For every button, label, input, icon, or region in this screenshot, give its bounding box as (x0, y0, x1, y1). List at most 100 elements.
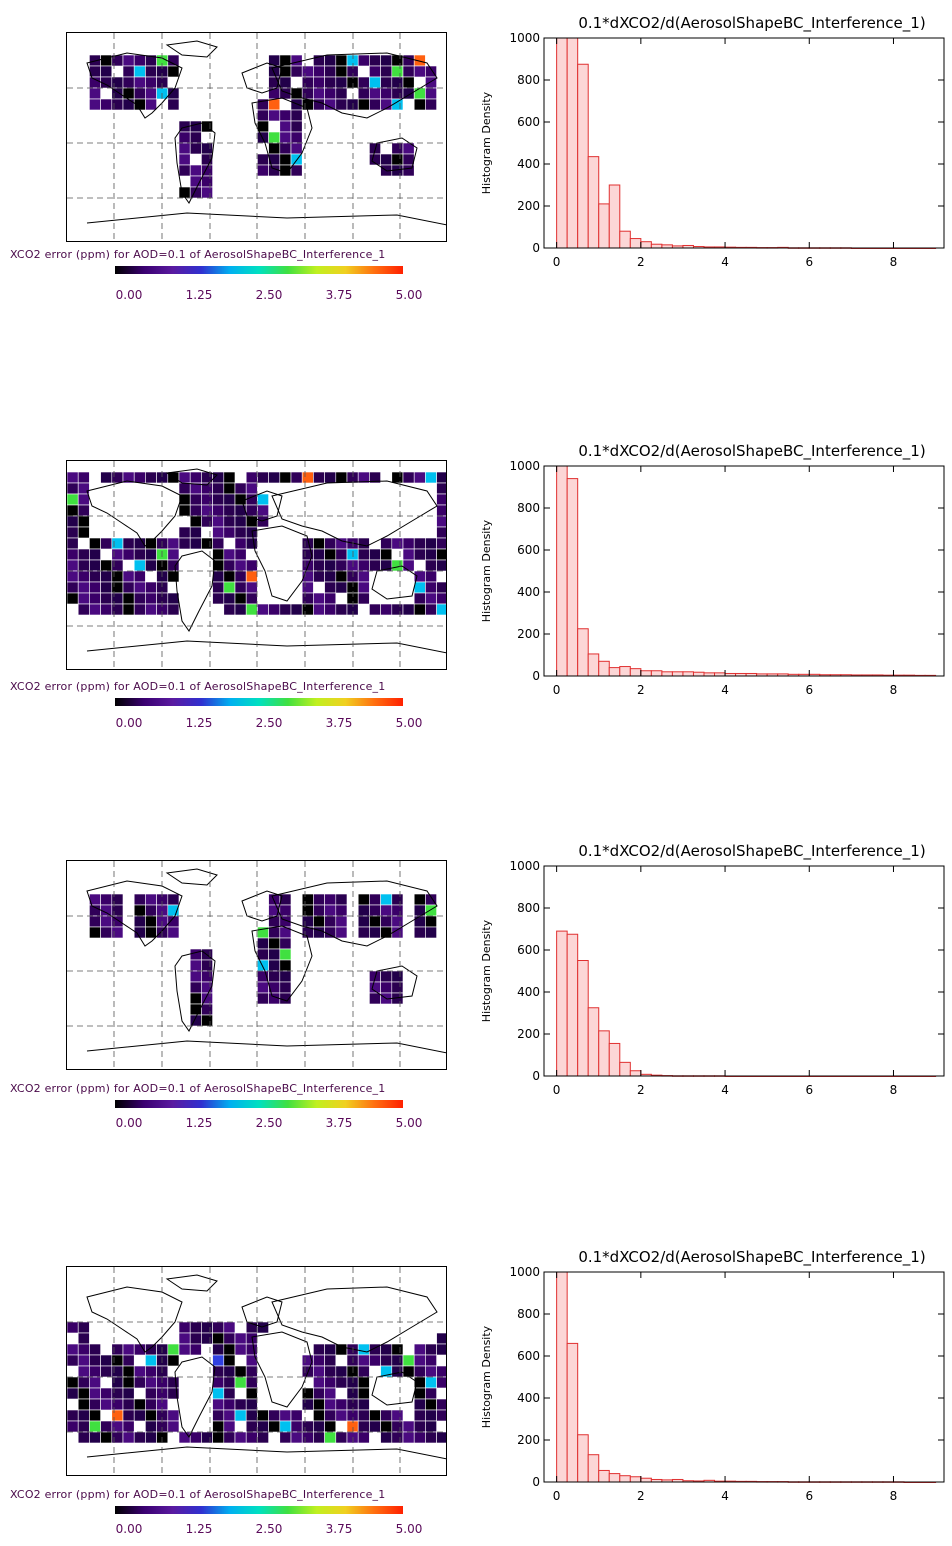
map-grid-cell (279, 76, 292, 89)
panel-row-2: XCO2 error (ppm) for AOD=0.1 of AerosolS… (0, 442, 952, 740)
map-grid-cell (257, 109, 269, 122)
map-grid-cell (212, 1387, 225, 1400)
x-tick-label: 0 (553, 683, 561, 697)
colorbar-4 (115, 1506, 403, 1514)
map-grid-cell (67, 1420, 79, 1433)
map-grid-cell (425, 1343, 437, 1356)
histogram-bar (629, 1070, 642, 1077)
map-grid-cell (178, 1343, 191, 1356)
map-grid-cell (357, 54, 370, 67)
map-grid-cell (111, 1420, 124, 1433)
map-grid-cell (178, 164, 191, 177)
colorbar-tick-label: 1.25 (185, 716, 213, 730)
map-grid-cell (189, 970, 202, 983)
map-grid-cell (402, 54, 415, 67)
map-grid-cell (189, 1343, 202, 1356)
map-grid-cell (402, 65, 415, 78)
map-grid-cell (145, 915, 157, 928)
map-grid-cell (380, 1343, 393, 1356)
map-grid-cell (201, 515, 213, 528)
coastline-path (86, 480, 183, 547)
map-grid-cell (268, 131, 281, 144)
map-grid-cell (234, 559, 247, 572)
map-grid-cell (357, 904, 370, 917)
map-grid-cell (268, 1409, 281, 1422)
map-grid-cell (369, 603, 381, 616)
histogram-title: 0.1*dXCO2/d(AerosolShapeBC_Interference_… (578, 842, 925, 861)
map-grid-cell (313, 904, 325, 917)
map-grid-cell (245, 1376, 258, 1389)
map-grid-cell (212, 515, 225, 528)
histogram-bar (577, 628, 589, 677)
map-grid-cell (313, 1376, 325, 1389)
map-grid-cell (313, 603, 325, 616)
map-grid-cell (77, 1409, 90, 1422)
map-grid-cell (133, 570, 146, 583)
map-grid-cell (189, 526, 202, 539)
map-grid-cell (245, 603, 258, 616)
histogram-bar (608, 184, 621, 249)
histogram-bar (682, 671, 694, 677)
map-grid-cell (357, 98, 370, 111)
map-grid-cell (212, 1431, 225, 1444)
map-grid-cell (133, 1398, 146, 1411)
map-grid-cell (324, 915, 337, 928)
map-grid-cell (145, 1420, 157, 1433)
map-grid-cell (223, 1365, 236, 1378)
map-grid-cell (324, 76, 337, 89)
map-grid-cell (391, 1354, 404, 1367)
map-grid-cell (391, 98, 404, 111)
map-grid-cell (145, 87, 157, 100)
map-grid-cell (189, 981, 202, 994)
x-tick-label: 4 (721, 1489, 729, 1503)
map-grid-cell (212, 581, 225, 594)
map-grid-cell (77, 581, 90, 594)
map-grid-cell (402, 603, 415, 616)
map-grid-cell (234, 526, 247, 539)
map-grid-cell (77, 1332, 90, 1345)
map-grid-cell (380, 915, 393, 928)
map-grid-cell (223, 1343, 236, 1356)
map-caption-1: XCO2 error (ppm) for AOD=0.1 of AerosolS… (10, 248, 386, 261)
map-grid-cell (436, 471, 446, 484)
map-grid-cell (391, 970, 404, 983)
map-grid-cell (178, 1321, 191, 1334)
map-grid-cell (413, 65, 426, 78)
map-grid-cell (268, 970, 281, 983)
map-grid-cell (313, 1387, 325, 1400)
map-grid-cell (301, 592, 314, 605)
map-grid-cell (402, 1431, 415, 1444)
map-grid-cell (89, 76, 101, 89)
map-grid-cell (77, 548, 90, 561)
coastline-path (251, 1331, 313, 1408)
map-grid-cell (436, 537, 446, 550)
map-grid-cell (122, 1431, 135, 1444)
y-tick-label: 800 (517, 501, 540, 515)
map-grid-cell (279, 959, 292, 972)
map-grid-cell (436, 1409, 446, 1422)
map-grid-cell (133, 904, 146, 917)
map-grid-cell (402, 471, 415, 484)
map-grid-cell (436, 1332, 446, 1345)
map-grid-cell (413, 1354, 426, 1367)
coastline-path (371, 965, 418, 1000)
map-grid-cell (89, 1409, 101, 1422)
map-grid-cell (290, 65, 303, 78)
map-grid-cell (89, 1343, 101, 1356)
histogram-bar (577, 63, 589, 249)
map-grid-cell (425, 87, 437, 100)
map-grid-cell (290, 142, 303, 155)
map-grid-cell (212, 1321, 225, 1334)
map-grid-cell (77, 1387, 90, 1400)
y-axis-label: Histogram Density (480, 91, 493, 194)
map-grid-cell (122, 1387, 135, 1400)
map-grid-cell (279, 131, 292, 144)
histogram-bar (640, 670, 652, 677)
map-grid-cell (335, 1343, 348, 1356)
map-grid-cell (189, 120, 202, 133)
map-grid-cell (77, 559, 90, 572)
map-grid-cell (223, 592, 236, 605)
map-grid-cell (122, 537, 135, 550)
map-grid-cell (167, 603, 180, 616)
map-grid-cell (67, 1409, 79, 1422)
